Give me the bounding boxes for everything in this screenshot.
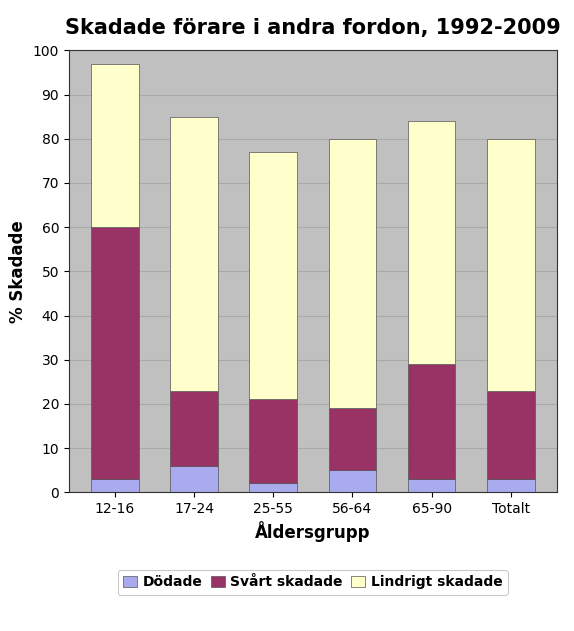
Bar	[250, 483, 297, 492]
Bar	[170, 117, 218, 391]
Y-axis label: % Skadade: % Skadade	[9, 220, 27, 322]
Bar	[170, 466, 218, 492]
X-axis label: Åldersgrupp: Åldersgrupp	[255, 521, 371, 543]
Bar	[91, 479, 138, 492]
Bar	[170, 391, 218, 466]
Bar	[329, 408, 376, 470]
Bar	[487, 479, 534, 492]
Bar	[91, 64, 138, 227]
Bar	[408, 479, 455, 492]
Bar	[250, 399, 297, 483]
Bar	[91, 227, 138, 479]
Bar	[408, 121, 455, 364]
Bar	[250, 152, 297, 399]
Legend: Dödade, Svårt skadade, Lindrigt skadade: Dödade, Svårt skadade, Lindrigt skadade	[118, 570, 508, 595]
Bar	[329, 139, 376, 408]
Bar	[329, 470, 376, 492]
Bar	[408, 364, 455, 479]
Bar	[487, 139, 534, 391]
Title: Skadade förare i andra fordon, 1992-2009: Skadade förare i andra fordon, 1992-2009	[65, 18, 561, 38]
Bar	[487, 391, 534, 479]
